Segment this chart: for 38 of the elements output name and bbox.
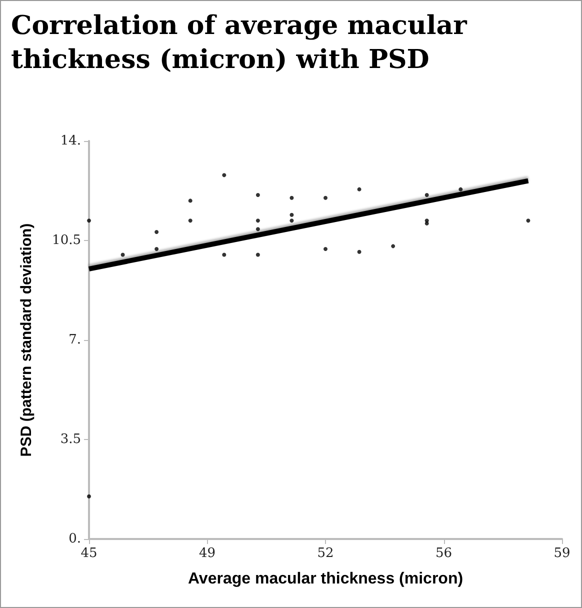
- point: [424, 221, 429, 226]
- point: [290, 212, 294, 217]
- point: [256, 218, 260, 223]
- y-axis-title: PSD (pattern standard deviation): [18, 223, 35, 457]
- point: [526, 218, 530, 223]
- x-tick-label: 45: [80, 546, 98, 561]
- x-tick-label: 56: [435, 546, 452, 561]
- point: [154, 230, 159, 234]
- point: [391, 244, 396, 248]
- y-tick-label: 3.5: [60, 432, 81, 447]
- y-tick-label: 14.: [60, 134, 81, 148]
- x-tick-label: 59: [554, 546, 570, 561]
- point: [324, 247, 328, 252]
- point: [256, 227, 260, 232]
- point: [154, 247, 159, 252]
- point: [458, 187, 463, 192]
- point: [87, 494, 91, 498]
- point: [222, 252, 226, 257]
- x-tick-label: 49: [198, 546, 216, 561]
- point: [120, 252, 125, 257]
- point: [87, 218, 91, 223]
- point: [357, 250, 362, 254]
- y-tick-label: 0.: [68, 532, 81, 546]
- point: [424, 193, 429, 198]
- x-axis-title: Average macular thickness (micron): [188, 570, 464, 588]
- y-tick-label: 10.5: [52, 233, 81, 248]
- x-tick-label: 52: [317, 546, 334, 561]
- point: [324, 196, 328, 200]
- point: [222, 173, 226, 178]
- chart-title: Correlation of average macular thickness (micron) with PSD: [11, 10, 468, 77]
- y-tick-label: 7.: [68, 332, 81, 348]
- point: [256, 193, 260, 198]
- point: [357, 187, 362, 192]
- point: [290, 218, 294, 223]
- point: [188, 198, 192, 203]
- point: [290, 196, 294, 200]
- point: [256, 252, 260, 257]
- point: [188, 218, 192, 223]
